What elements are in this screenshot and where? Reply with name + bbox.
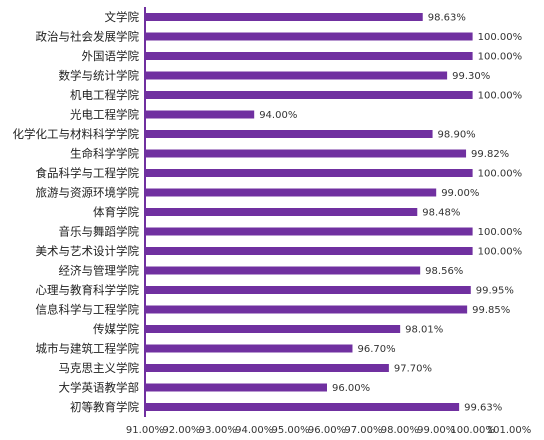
category-label: 文学院 (105, 10, 140, 24)
bar (145, 13, 423, 21)
category-label: 城市与建筑工程学院 (36, 342, 140, 356)
bars-group (145, 13, 473, 411)
value-label: 99.95% (476, 286, 514, 297)
category-label: 心理与教育科学学院 (36, 283, 140, 297)
bar (145, 149, 467, 158)
value-label: 98.63% (428, 13, 466, 24)
category-label: 体育学院 (93, 205, 139, 219)
category-label: 机电工程学院 (70, 88, 139, 102)
x-tick-label: 95.00% (272, 425, 310, 436)
value-label: 99.82% (471, 149, 509, 160)
bar (145, 52, 473, 60)
bar (145, 188, 437, 197)
value-label: 96.70% (357, 344, 395, 355)
bar (145, 325, 401, 333)
category-label: 经济与管理学院 (59, 264, 140, 278)
category-label: 旅游与资源环境学院 (36, 186, 140, 200)
x-tick-label: 101.00% (487, 425, 532, 436)
category-label: 生命科学学院 (70, 147, 139, 161)
bar (145, 344, 353, 353)
x-tick-label: 99.00% (417, 425, 455, 436)
bar (145, 32, 473, 41)
category-label: 化学化工与材料科学学院 (13, 127, 140, 141)
x-tick-label: 94.00% (235, 425, 273, 436)
x-tick-label: 91.00% (126, 425, 164, 436)
bar (145, 91, 473, 99)
bar (145, 266, 421, 275)
value-label: 98.56% (425, 266, 463, 277)
bar (145, 403, 460, 411)
x-tick-label: 96.00% (308, 425, 346, 436)
value-label: 100.00% (478, 169, 522, 180)
bar (145, 208, 418, 216)
category-label: 数学与统计学院 (59, 69, 140, 83)
value-label: 98.90% (438, 130, 476, 141)
category-label: 外国语学院 (82, 49, 140, 63)
category-label: 大学英语教学部 (59, 381, 140, 395)
category-label: 政治与社会发展学院 (36, 30, 140, 44)
value-labels: 98.63% 100.00% 100.00% 99.30% 100.00% 94.00% 9… (259, 13, 522, 414)
bar (145, 71, 448, 80)
category-label: 初等教育学院 (70, 400, 139, 414)
value-label: 99.63% (464, 403, 502, 414)
value-label: 99.30% (452, 71, 490, 82)
bar (145, 110, 255, 119)
category-label: 信息科学与工程学院 (36, 303, 140, 317)
bar (145, 364, 389, 372)
bar (145, 286, 471, 294)
value-label: 97.70% (394, 364, 432, 375)
category-label: 光电工程学院 (70, 108, 139, 122)
value-label: 100.00% (478, 91, 522, 102)
category-label: 食品科学与工程学院 (36, 166, 140, 180)
value-label: 100.00% (478, 247, 522, 258)
category-label: 传媒学院 (93, 322, 139, 336)
value-label: 98.01% (405, 325, 443, 336)
value-label: 99.00% (441, 188, 479, 199)
value-label: 98.48% (422, 208, 460, 219)
value-label: 100.00% (478, 227, 522, 238)
value-label: 94.00% (259, 110, 297, 121)
bar (145, 383, 327, 392)
x-axis-tick-labels: 91.00%92.00%93.00%94.00%95.00%96.00%97.0… (126, 425, 531, 436)
x-tick-label: 98.00% (381, 425, 419, 436)
bar (145, 305, 468, 314)
x-tick-label: 92.00% (162, 425, 200, 436)
category-label: 美术与艺术设计学院 (36, 244, 140, 258)
category-label: 音乐与舞蹈学院 (59, 225, 140, 239)
bar (145, 130, 433, 138)
bar (145, 169, 473, 177)
value-label: 100.00% (478, 52, 522, 63)
bar (145, 227, 473, 236)
bar (145, 247, 473, 255)
x-tick-label: 97.00% (344, 425, 382, 436)
value-label: 99.85% (472, 305, 510, 316)
x-tick-label: 93.00% (199, 425, 237, 436)
value-label: 100.00% (478, 32, 522, 43)
value-label: 96.00% (332, 383, 370, 394)
x-tick-label: 100.00% (450, 425, 495, 436)
category-label: 马克思主义学院 (59, 361, 140, 375)
category-labels: 文学院政治与社会发展学院外国语学院数学与统计学院机电工程学院光电工程学院化学化工… (13, 10, 140, 414)
